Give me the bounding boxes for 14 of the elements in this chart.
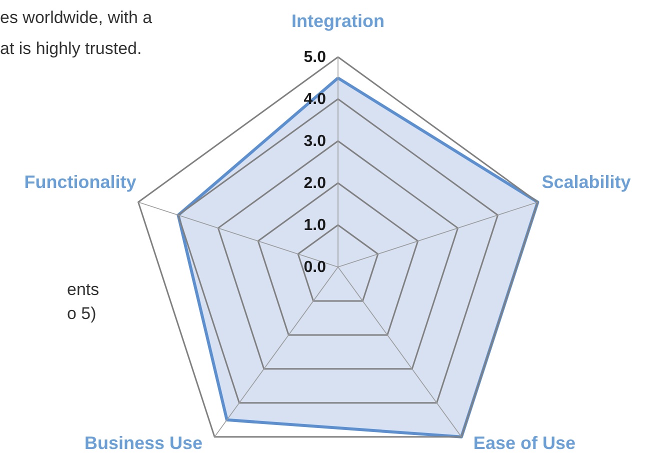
spoke-label: Integration <box>292 11 384 31</box>
spoke-label: Scalability <box>542 172 631 192</box>
spoke-label: Business Use <box>84 432 203 453</box>
text: o 5) <box>67 304 96 323</box>
spoke-label: Functionality <box>24 172 136 192</box>
y-tick-label: 3.0 <box>304 133 326 150</box>
y-tick-label: 2.0 <box>304 175 326 192</box>
text: ents <box>67 280 100 299</box>
y-tick-label: 5.0 <box>304 49 326 66</box>
spoke-label: Ease of Use <box>473 432 576 453</box>
text: at is highly trusted. <box>0 39 142 58</box>
y-tick-label: 1.0 <box>304 217 326 234</box>
y-tick-label: 0.0 <box>304 259 326 276</box>
text: es worldwide, with a <box>0 8 153 27</box>
